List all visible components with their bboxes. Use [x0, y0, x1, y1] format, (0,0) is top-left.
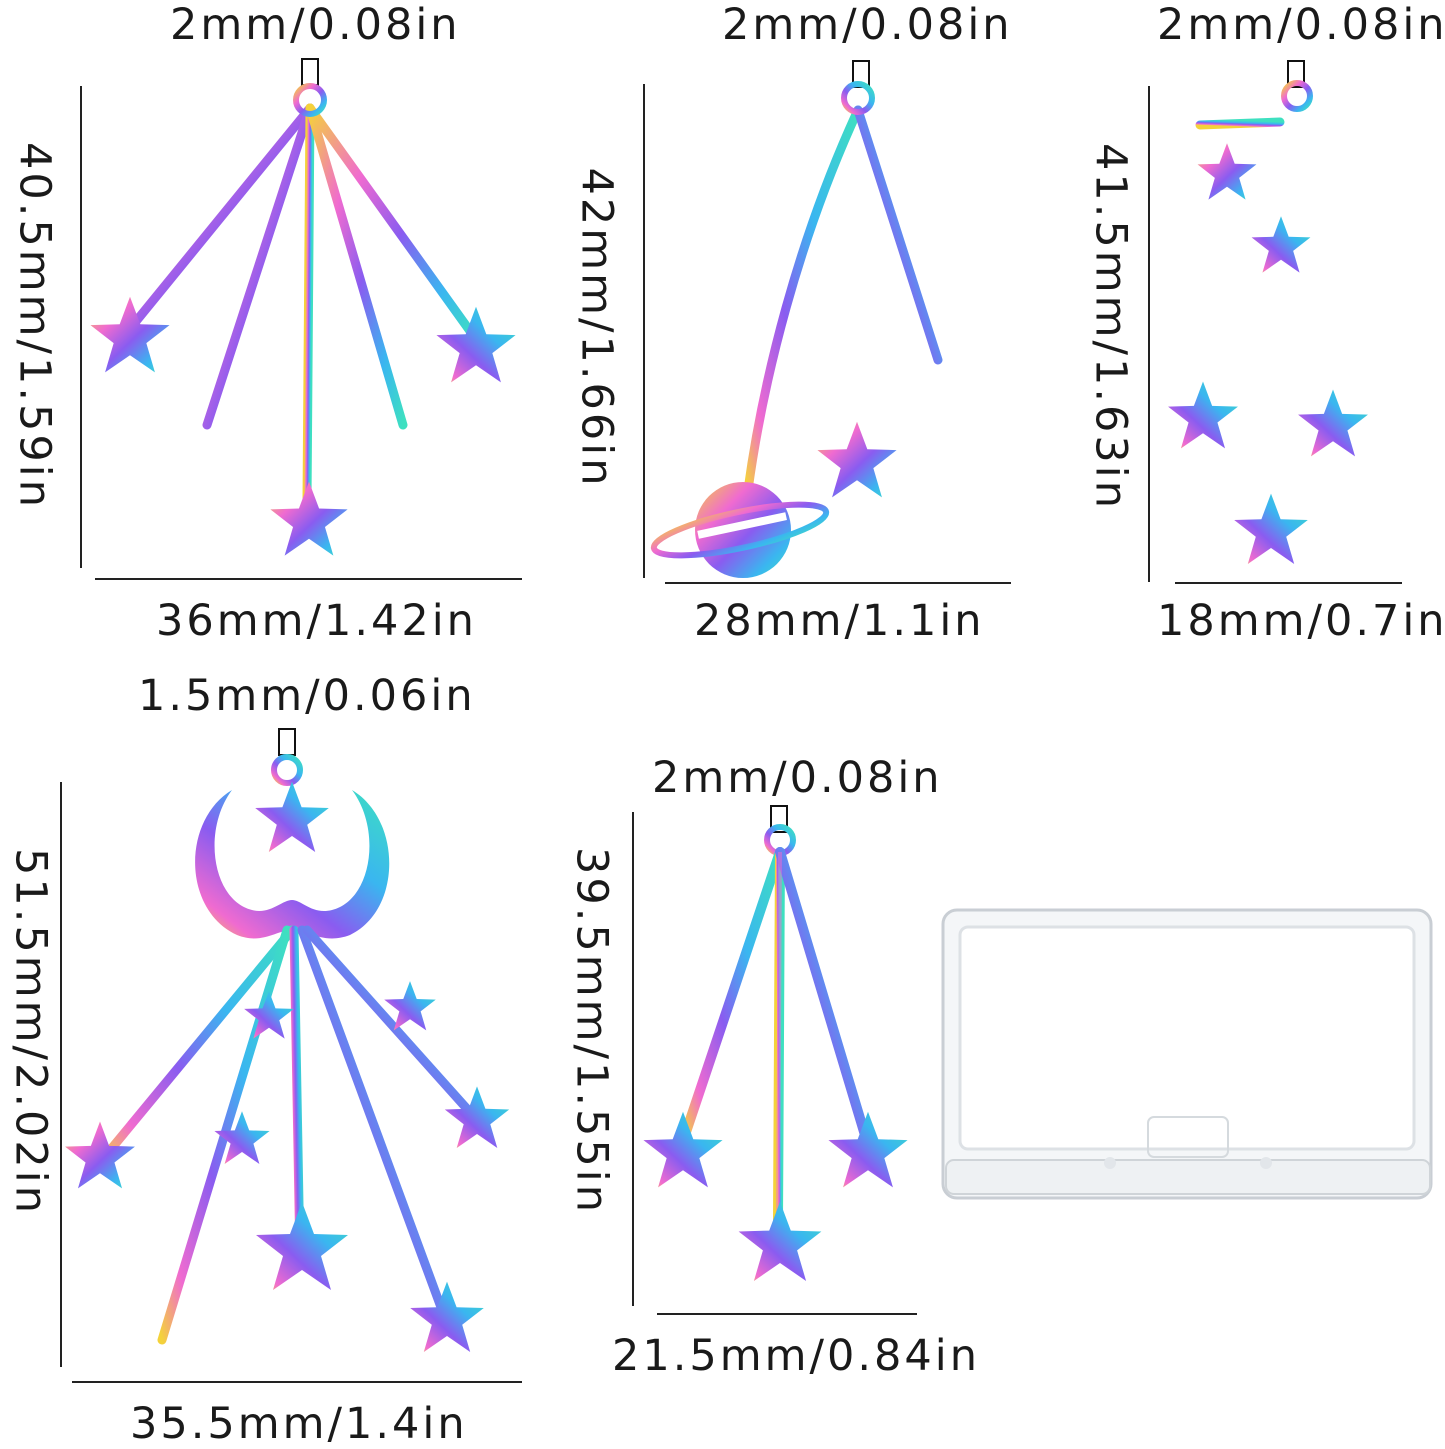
height-rule: [632, 812, 634, 1306]
pendant-image: [643, 824, 908, 1281]
star-icon: [738, 1201, 822, 1281]
height-rule: [1148, 86, 1150, 582]
hole-marker: [1287, 60, 1305, 88]
height-label: 42mm/1.66in: [571, 167, 622, 489]
width-rule: [1175, 582, 1402, 584]
hole-size-label: 1.5mm/0.06in: [138, 671, 476, 721]
star-icon: [1251, 216, 1311, 273]
height-rule: [643, 84, 645, 578]
width-label: 21.5mm/0.84in: [612, 1331, 980, 1381]
width-label: 36mm/1.42in: [156, 596, 477, 646]
pendant-image: [1168, 80, 1368, 564]
pendant-image: [650, 81, 958, 578]
hole-size-label: 2mm/0.08in: [1157, 0, 1445, 50]
moon-icon: [912, 364, 958, 456]
height-rule: [60, 782, 62, 1367]
moon-icon: [395, 424, 441, 516]
star-icon: [1197, 143, 1257, 200]
star-icon: [643, 1111, 723, 1188]
hole-size-label: 2mm/0.08in: [652, 753, 943, 803]
height-label: 41.5mm/1.63in: [1085, 143, 1136, 511]
pendant-image: [65, 754, 510, 1356]
width-rule: [72, 1381, 522, 1383]
hole-size-label: 2mm/0.08in: [722, 0, 1013, 50]
star-icon: [1234, 493, 1308, 564]
star-icon: [1168, 381, 1238, 449]
star-icon: [255, 781, 329, 852]
height-label: 40.5mm/1.59in: [9, 142, 60, 510]
pendant-image: [90, 83, 516, 556]
width-label: 35.5mm/1.4in: [130, 1399, 468, 1449]
width-rule: [657, 1313, 917, 1315]
width-label: 18mm/0.7in: [1157, 596, 1445, 646]
planet-icon: [650, 482, 830, 578]
height-rule: [80, 86, 82, 568]
star-icon: [436, 306, 516, 383]
star-icon: [828, 1111, 908, 1188]
hole-size-label: 2mm/0.08in: [170, 0, 461, 50]
height-label: 39.5mm/1.55in: [566, 847, 617, 1215]
storage-box-image: [941, 908, 1433, 1200]
moon-icon: [1170, 106, 1350, 335]
width-rule: [665, 582, 1011, 584]
star-icon: [90, 296, 170, 373]
star-icon: [1298, 389, 1368, 457]
hole-marker: [770, 805, 788, 833]
star-icon: [256, 1202, 348, 1290]
height-label: 51.5mm/2.02in: [5, 848, 56, 1216]
width-rule: [95, 578, 522, 580]
star-icon: [817, 421, 897, 498]
star-icon: [410, 1281, 484, 1352]
moon-icon: [151, 424, 197, 516]
star-icon: [270, 481, 348, 556]
width-label: 28mm/1.1in: [694, 596, 985, 646]
moon-icon: [195, 790, 390, 939]
